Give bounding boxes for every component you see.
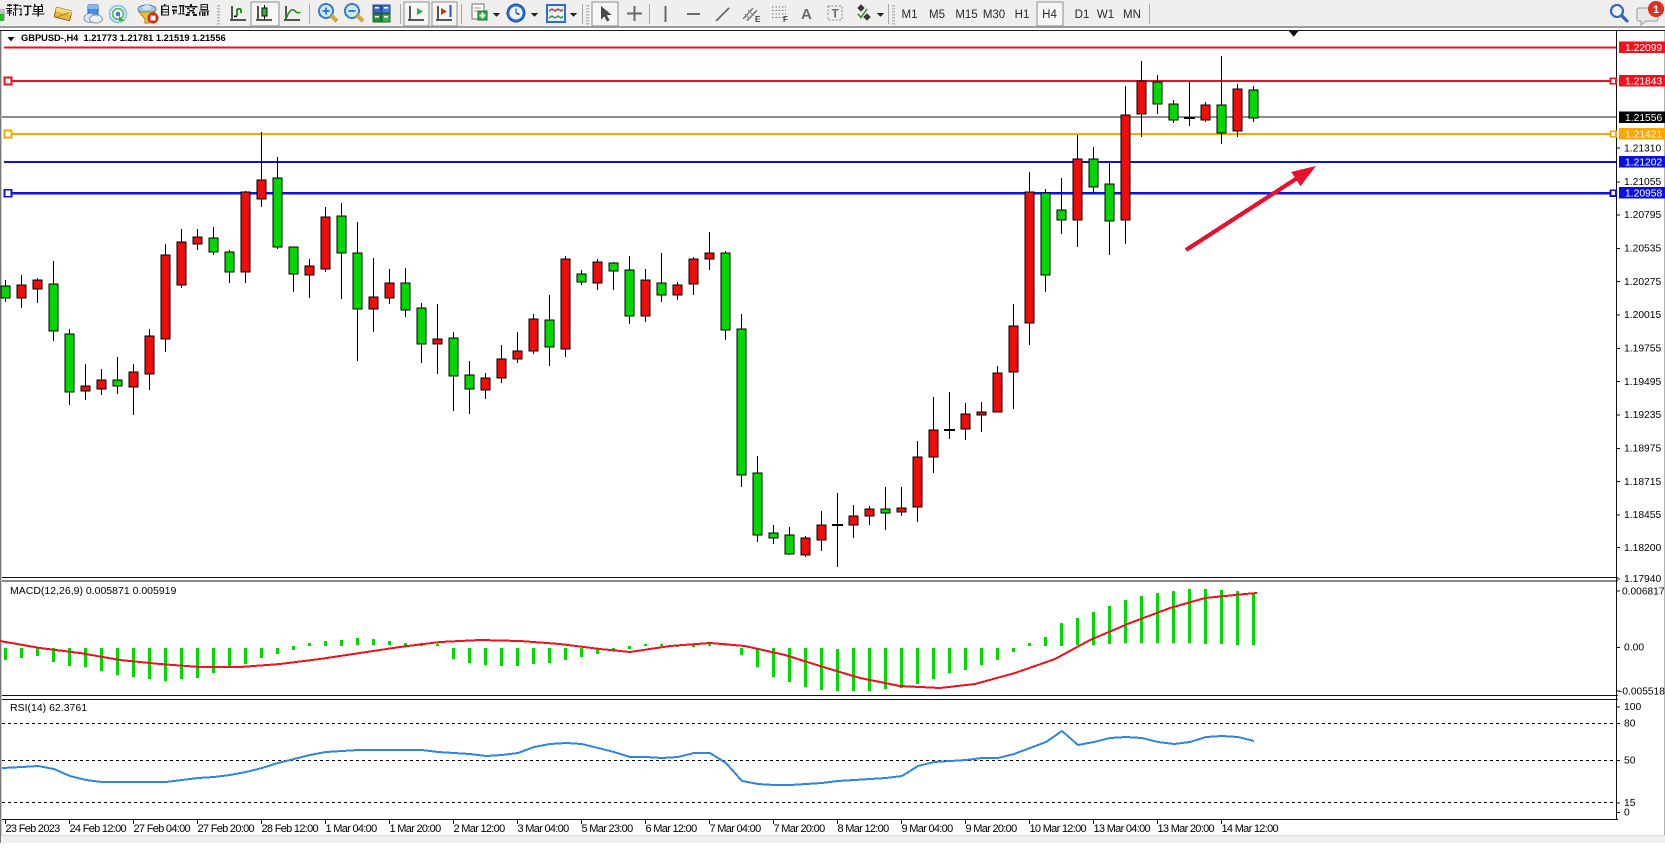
- svg-text:D1: D1: [1075, 9, 1090, 21]
- svg-text:7 Mar 04:00: 7 Mar 04:00: [710, 823, 762, 835]
- svg-text:27 Feb 20:00: 27 Feb 20:00: [198, 823, 255, 835]
- svg-text:1: 1: [1653, 4, 1659, 16]
- svg-text:3 Mar 04:00: 3 Mar 04:00: [518, 823, 570, 835]
- svg-text:1.21310: 1.21310: [1624, 143, 1661, 154]
- svg-text:1.19755: 1.19755: [1624, 344, 1661, 355]
- svg-text:H1: H1: [1015, 9, 1030, 21]
- svg-text:1.20795: 1.20795: [1624, 210, 1661, 221]
- svg-text:13 Mar 20:00: 13 Mar 20:00: [1158, 823, 1215, 835]
- svg-text:1.18200: 1.18200: [1624, 543, 1661, 554]
- svg-text:15: 15: [1624, 798, 1636, 809]
- svg-text:M5: M5: [929, 9, 945, 21]
- svg-text:24 Feb 12:00: 24 Feb 12:00: [70, 823, 127, 835]
- svg-text:1.21055: 1.21055: [1624, 177, 1661, 188]
- svg-text:0.006817: 0.006817: [1622, 587, 1665, 598]
- svg-text:9 Mar 04:00: 9 Mar 04:00: [902, 823, 954, 835]
- svg-text:28 Feb 12:00: 28 Feb 12:00: [262, 823, 319, 835]
- svg-text:MN: MN: [1123, 9, 1141, 21]
- svg-text:-0.005518: -0.005518: [1619, 687, 1665, 698]
- svg-text:F: F: [783, 15, 788, 24]
- svg-text:M1: M1: [902, 9, 918, 21]
- svg-text:1.20015: 1.20015: [1624, 310, 1661, 321]
- svg-text:1.20275: 1.20275: [1624, 277, 1661, 288]
- svg-text:1.18715: 1.18715: [1624, 477, 1661, 488]
- svg-text:6 Mar 12:00: 6 Mar 12:00: [646, 823, 698, 835]
- svg-text:1.21202: 1.21202: [1625, 158, 1662, 169]
- svg-text:H4: H4: [1042, 9, 1057, 21]
- svg-text:1.17940: 1.17940: [1624, 574, 1661, 585]
- svg-text:GBPUSD-,H4 1.21773 1.21781 1.: GBPUSD-,H4 1.21773 1.21781 1.21519 1.215…: [21, 33, 226, 43]
- svg-text:1.18455: 1.18455: [1624, 510, 1661, 521]
- svg-text:0: 0: [1624, 808, 1630, 819]
- svg-text:T: T: [832, 7, 840, 21]
- svg-text:1 Mar 04:00: 1 Mar 04:00: [326, 823, 378, 835]
- svg-text:14 Mar 12:00: 14 Mar 12:00: [1222, 823, 1279, 835]
- svg-text:1.19495: 1.19495: [1624, 377, 1661, 388]
- svg-text:1.20958: 1.20958: [1625, 189, 1662, 200]
- svg-text:E: E: [755, 15, 761, 24]
- svg-text:MACD(12,26,9) 0.005871 0.00591: MACD(12,26,9) 0.005871 0.005919: [10, 585, 177, 597]
- svg-text:5 Mar 23:00: 5 Mar 23:00: [582, 823, 634, 835]
- svg-text:10 Mar 12:00: 10 Mar 12:00: [1030, 823, 1087, 835]
- svg-text:M15: M15: [955, 9, 977, 21]
- svg-text:23 Feb 2023: 23 Feb 2023: [6, 823, 61, 835]
- svg-text:1.19235: 1.19235: [1624, 410, 1661, 421]
- svg-text:RSI(14) 62.3761: RSI(14) 62.3761: [10, 702, 87, 714]
- svg-text:0.00: 0.00: [1624, 643, 1644, 654]
- svg-text:A: A: [801, 6, 812, 23]
- svg-text:100: 100: [1624, 702, 1641, 713]
- svg-text:1.20535: 1.20535: [1624, 244, 1661, 255]
- svg-text:1.22099: 1.22099: [1625, 43, 1662, 54]
- svg-text:8 Mar 12:00: 8 Mar 12:00: [838, 823, 890, 835]
- svg-text:80: 80: [1624, 719, 1636, 730]
- svg-text:9 Mar 20:00: 9 Mar 20:00: [966, 823, 1018, 835]
- svg-text:1.21421: 1.21421: [1625, 130, 1662, 141]
- svg-text:W1: W1: [1097, 9, 1114, 21]
- svg-text:7 Mar 20:00: 7 Mar 20:00: [774, 823, 826, 835]
- svg-text:1.21843: 1.21843: [1625, 77, 1662, 88]
- svg-text:1.18975: 1.18975: [1624, 444, 1661, 455]
- svg-text:13 Mar 04:00: 13 Mar 04:00: [1094, 823, 1151, 835]
- svg-text:2 Mar 12:00: 2 Mar 12:00: [454, 823, 506, 835]
- svg-text:27 Feb 04:00: 27 Feb 04:00: [134, 823, 191, 835]
- svg-text:50: 50: [1624, 756, 1636, 767]
- svg-text:1.21556: 1.21556: [1625, 113, 1662, 124]
- svg-text:1 Mar 20:00: 1 Mar 20:00: [390, 823, 442, 835]
- svg-text:M30: M30: [983, 9, 1005, 21]
